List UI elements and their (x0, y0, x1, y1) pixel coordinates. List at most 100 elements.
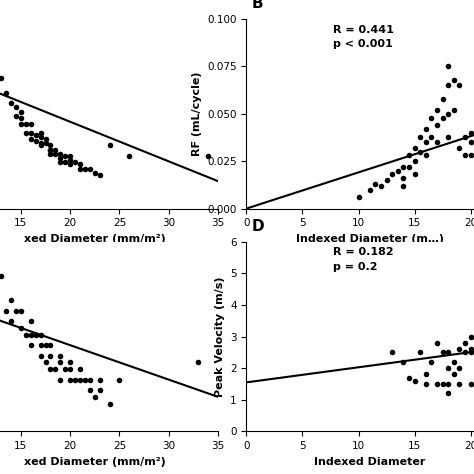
Point (7, 297, 15, 304)
Point (461, 348, 469, 356)
Point (106, 400, 113, 408)
Point (62, 152, 69, 160)
Point (467, 333, 474, 340)
Point (461, 152, 469, 159)
Point (2, 89, 10, 97)
Point (42, 341, 49, 349)
Point (428, 358, 435, 365)
Point (388, 348, 396, 356)
Point (71, 376, 79, 383)
Point (405, 163, 413, 171)
Text: D: D (251, 219, 264, 234)
Point (37, 352, 45, 359)
Point (56, 150, 64, 157)
Point (416, 133, 424, 140)
Point (394, 167, 401, 174)
Point (450, 106, 457, 114)
Point (439, 380, 447, 388)
Point (17, 108, 25, 116)
Point (42, 139, 49, 147)
Point (428, 133, 435, 140)
Point (17, 324, 25, 332)
Point (400, 182, 407, 190)
Point (52, 150, 59, 157)
Point (116, 376, 123, 383)
Point (0, 273, 5, 280)
Point (56, 376, 64, 383)
Point (52, 365, 59, 373)
Point (444, 380, 452, 388)
Point (366, 186, 374, 193)
Point (461, 133, 469, 140)
Point (456, 144, 463, 152)
Point (422, 125, 429, 133)
Point (106, 142, 113, 149)
Point (81, 165, 89, 173)
Point (433, 138, 441, 146)
Point (56, 158, 64, 166)
Point (439, 348, 447, 356)
Point (416, 148, 424, 155)
Text: R = 0.182
p = 0.2: R = 0.182 p = 0.2 (333, 247, 393, 272)
Point (56, 154, 64, 162)
Point (46, 352, 54, 359)
Point (422, 371, 429, 378)
Point (96, 376, 103, 383)
Point (439, 95, 447, 102)
Point (91, 169, 99, 176)
Point (17, 120, 25, 128)
Point (450, 358, 457, 365)
Point (76, 365, 84, 373)
Point (46, 341, 54, 349)
Point (76, 161, 84, 168)
Point (46, 365, 54, 373)
Point (400, 358, 407, 365)
Point (66, 161, 74, 168)
Point (411, 377, 419, 384)
Point (405, 374, 413, 382)
Point (467, 138, 474, 146)
Point (42, 135, 49, 143)
X-axis label: xed Diameter (mm/m²): xed Diameter (mm/m²) (24, 234, 166, 244)
Point (355, 193, 362, 201)
Point (37, 129, 45, 137)
Point (17, 114, 25, 122)
Point (52, 146, 59, 154)
Point (56, 359, 64, 366)
Point (27, 129, 35, 137)
Point (66, 376, 74, 383)
Point (377, 182, 385, 190)
Point (12, 307, 20, 314)
Point (456, 82, 463, 89)
Point (411, 157, 419, 165)
Point (46, 146, 54, 154)
Point (405, 152, 413, 159)
Point (46, 142, 54, 149)
Point (22, 129, 29, 137)
Point (7, 100, 15, 107)
Point (433, 121, 441, 129)
X-axis label: xed Diameter (mm/m²): xed Diameter (mm/m²) (24, 456, 166, 466)
Point (422, 380, 429, 388)
Point (62, 158, 69, 166)
Point (444, 63, 452, 70)
Point (62, 365, 69, 373)
Point (27, 341, 35, 349)
X-axis label: Indexed Diameter (m…): Indexed Diameter (m…) (296, 234, 444, 244)
Point (439, 114, 447, 121)
Point (56, 352, 64, 359)
Point (86, 376, 94, 383)
Text: R = 0.441
p < 0.001: R = 0.441 p < 0.001 (333, 25, 393, 49)
Point (7, 317, 15, 325)
X-axis label: Indexed Diameter: Indexed Diameter (314, 456, 425, 466)
Point (433, 380, 441, 388)
Point (96, 171, 103, 179)
Point (66, 152, 74, 160)
Point (27, 120, 35, 128)
Point (12, 112, 20, 119)
Point (422, 138, 429, 146)
Point (400, 163, 407, 171)
Point (388, 171, 396, 178)
Point (37, 341, 45, 349)
Point (461, 339, 469, 346)
